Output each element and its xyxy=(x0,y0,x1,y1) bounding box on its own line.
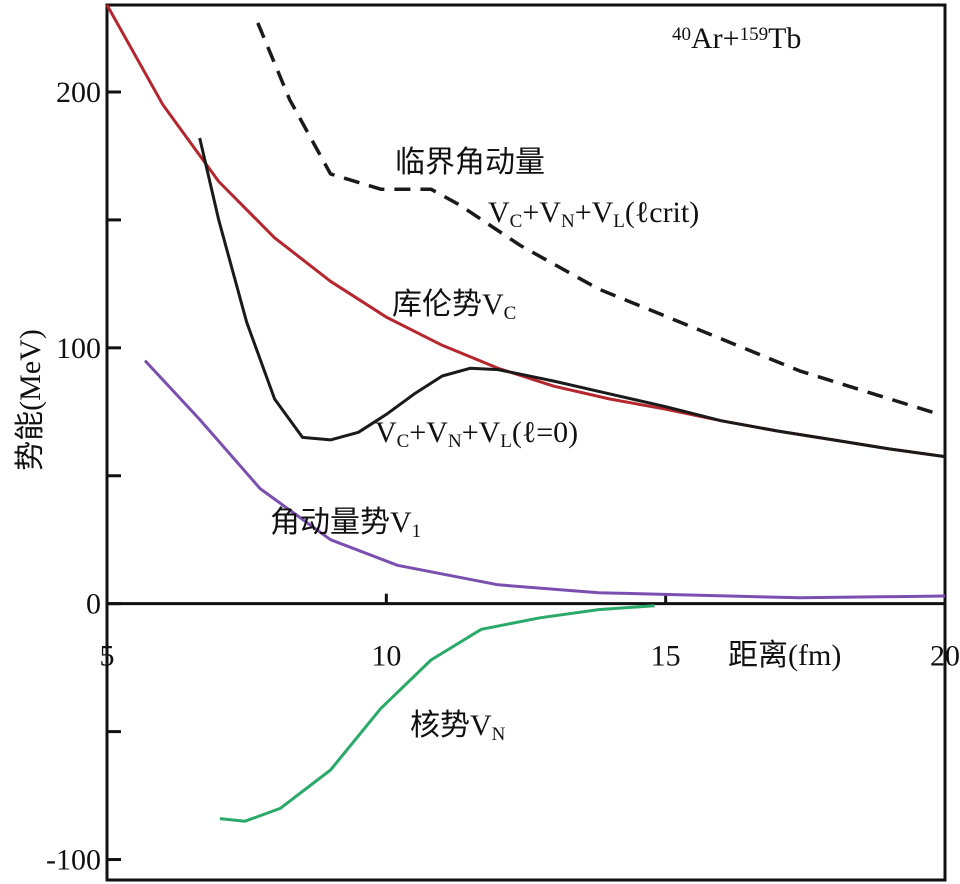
annotation-part: N xyxy=(492,724,506,745)
annotation: 库伦势VC xyxy=(392,288,516,324)
annotation: 核势VN xyxy=(410,709,506,745)
annotation-part: V xyxy=(375,416,397,449)
annotation-part: (ℓ=0) xyxy=(512,416,578,449)
annotation-part: N xyxy=(448,431,462,452)
annotation-part: V xyxy=(488,196,510,229)
x-tick-label: 15 xyxy=(651,640,681,673)
annotation-part: 40 xyxy=(672,24,691,45)
annotation-part: Tb xyxy=(768,22,801,55)
series-line xyxy=(143,359,946,600)
x-tick-label: 5 xyxy=(100,640,115,673)
annotation-part: C xyxy=(510,211,523,232)
annotation-part: L xyxy=(613,211,625,232)
annotation-part: (ℓcrit) xyxy=(625,196,699,229)
annotation-part: N xyxy=(561,211,575,232)
annotation-part: C xyxy=(397,431,410,452)
annotation-part: L xyxy=(500,431,512,452)
series-line xyxy=(256,22,940,417)
annotation: VC+VN+VL(ℓcrit) xyxy=(488,196,699,232)
annotation-part: +V xyxy=(462,416,501,449)
y-axis-label: 势能(MeV) xyxy=(14,329,47,471)
annotation: 角动量势V1 xyxy=(270,506,421,542)
annotation-part: 临界角动量 xyxy=(395,146,545,179)
annotation-part: 1 xyxy=(412,521,422,542)
x-tick-label: 10 xyxy=(371,640,401,673)
x-axis-label: 距离(fm) xyxy=(728,639,841,672)
y-tick-label: -100 xyxy=(46,844,101,877)
series-line xyxy=(219,604,655,823)
series-line xyxy=(105,4,946,459)
annotation-part: 库伦势V xyxy=(392,288,504,321)
annotation-part: 159 xyxy=(740,24,769,45)
series-line xyxy=(198,137,946,459)
annotation-part: +V xyxy=(575,196,614,229)
annotation: 临界角动量 xyxy=(395,146,545,179)
x-tick-label: 20 xyxy=(930,640,960,673)
annotation-part: +V xyxy=(522,196,561,229)
y-tick-label: 200 xyxy=(56,76,101,109)
plot-frame xyxy=(105,3,947,882)
annotation: VC+VN+VL(ℓ=0) xyxy=(375,416,578,452)
annotation: 40Ar+159Tb xyxy=(672,22,801,55)
y-tick-label: 100 xyxy=(56,332,101,365)
annotation-part: +V xyxy=(409,416,448,449)
y-tick-label: 0 xyxy=(86,588,101,621)
annotation-part: 角动量势V xyxy=(270,506,412,539)
annotation-part: Ar+ xyxy=(691,22,740,55)
annotation-part: C xyxy=(504,303,517,324)
annotation-part: 核势V xyxy=(410,709,492,742)
